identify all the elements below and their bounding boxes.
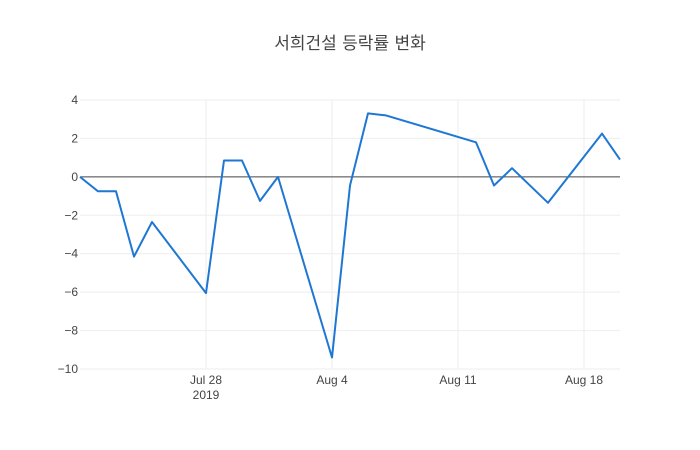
y-tick-label: −6 — [64, 285, 78, 299]
x-grid — [205, 100, 585, 369]
y-tick-label: 2 — [71, 131, 78, 145]
y-tick-label: 0 — [71, 170, 78, 184]
y-tick-label: −4 — [64, 247, 78, 261]
y-axis-tick-labels: 4 2 0 −2 −4 −6 −8 −10 — [58, 93, 79, 376]
x-tick-label: Aug 18 — [565, 373, 603, 387]
y-tick-label: −10 — [58, 362, 79, 376]
chart-title: 서희건설 등락률 변화 — [274, 34, 426, 54]
y-grid — [80, 99, 620, 370]
y-tick-label: −2 — [64, 208, 78, 222]
y-tick-label: −8 — [64, 324, 78, 338]
x-tick-label: Aug 11 — [439, 373, 476, 387]
series-layer — [79, 112, 621, 359]
y-tick-label: 4 — [71, 93, 78, 107]
series-line — [79, 112, 621, 359]
x-tick-label: Jul 28 — [190, 373, 222, 387]
x-tick-sublabel: 2019 — [193, 388, 220, 402]
x-tick-label: Aug 4 — [316, 373, 348, 387]
